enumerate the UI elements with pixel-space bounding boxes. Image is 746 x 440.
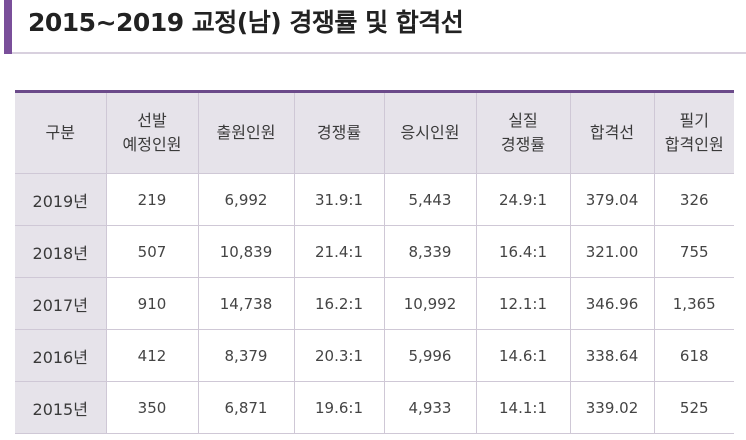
header-category: 구분 (15, 91, 107, 174)
table-cell-year: 2019년 (15, 173, 107, 226)
table-cell: 5,996 (384, 329, 477, 382)
table-cell: 350 (106, 381, 199, 434)
table-row: 2016년 412 8,379 20.3:1 5,996 14.6:1 338.… (15, 329, 734, 382)
table-cell: 10,839 (198, 225, 295, 278)
table-cell: 10,992 (384, 277, 477, 330)
table-cell: 618 (654, 329, 734, 382)
table-row: 2017년 910 14,738 16.2:1 10,992 12.1:1 34… (15, 277, 734, 330)
table-cell: 14,738 (198, 277, 295, 330)
table-cell: 24.9:1 (476, 173, 571, 226)
table-cell-year: 2016년 (15, 329, 107, 382)
competition-rate-table: 구분 선발 예정인원 출원인원 경쟁률 응시인원 실질 경쟁률 합격선 (15, 90, 734, 434)
table-cell-year: 2018년 (15, 225, 107, 278)
table-cell: 379.04 (570, 173, 655, 226)
table-cell: 910 (106, 277, 199, 330)
table-cell: 507 (106, 225, 199, 278)
header-test-takers: 응시인원 (384, 91, 477, 174)
table-cell: 16.4:1 (476, 225, 571, 278)
table-cell: 4,933 (384, 381, 477, 434)
header-pass-cutoff: 합격선 (570, 91, 655, 174)
header-actual-competition-rate: 실질 경쟁률 (476, 91, 571, 174)
header-applicants: 출원인원 (198, 91, 295, 174)
header-competition-rate: 경쟁률 (294, 91, 385, 174)
table-cell: 755 (654, 225, 734, 278)
table-cell: 8,339 (384, 225, 477, 278)
table-cell: 20.3:1 (294, 329, 385, 382)
table-cell: 16.2:1 (294, 277, 385, 330)
table-row: 2018년 507 10,839 21.4:1 8,339 16.4:1 321… (15, 225, 734, 278)
table-cell: 6,871 (198, 381, 295, 434)
table-cell: 339.02 (570, 381, 655, 434)
table-cell: 14.6:1 (476, 329, 571, 382)
table-cell: 21.4:1 (294, 225, 385, 278)
table-cell-year: 2017년 (15, 277, 107, 330)
table-header-row: 구분 선발 예정인원 출원인원 경쟁률 응시인원 실질 경쟁률 합격선 (15, 91, 734, 174)
header-written-passers: 필기 합격인원 (654, 91, 734, 174)
table-cell: 412 (106, 329, 199, 382)
table-cell: 12.1:1 (476, 277, 571, 330)
table-cell: 8,379 (198, 329, 295, 382)
header-planned-selection: 선발 예정인원 (106, 91, 199, 174)
table-cell: 219 (106, 173, 199, 226)
title-divider (12, 52, 746, 54)
table-cell: 19.6:1 (294, 381, 385, 434)
page-title: 2015~2019 교정(남) 경쟁률 및 합격선 (28, 8, 464, 37)
table-cell: 525 (654, 381, 734, 434)
table-cell: 338.64 (570, 329, 655, 382)
table-cell: 346.96 (570, 277, 655, 330)
title-accent-bar (4, 0, 12, 54)
table-cell: 14.1:1 (476, 381, 571, 434)
table-row: 2019년 219 6,992 31.9:1 5,443 24.9:1 379.… (15, 173, 734, 226)
table-cell: 326 (654, 173, 734, 226)
table-cell: 1,365 (654, 277, 734, 330)
table-cell: 5,443 (384, 173, 477, 226)
table-cell-year: 2015년 (15, 381, 107, 434)
table-row: 2015년 350 6,871 19.6:1 4,933 14.1:1 339.… (15, 381, 734, 434)
table-cell: 321.00 (570, 225, 655, 278)
table-cell: 6,992 (198, 173, 295, 226)
table-cell: 31.9:1 (294, 173, 385, 226)
